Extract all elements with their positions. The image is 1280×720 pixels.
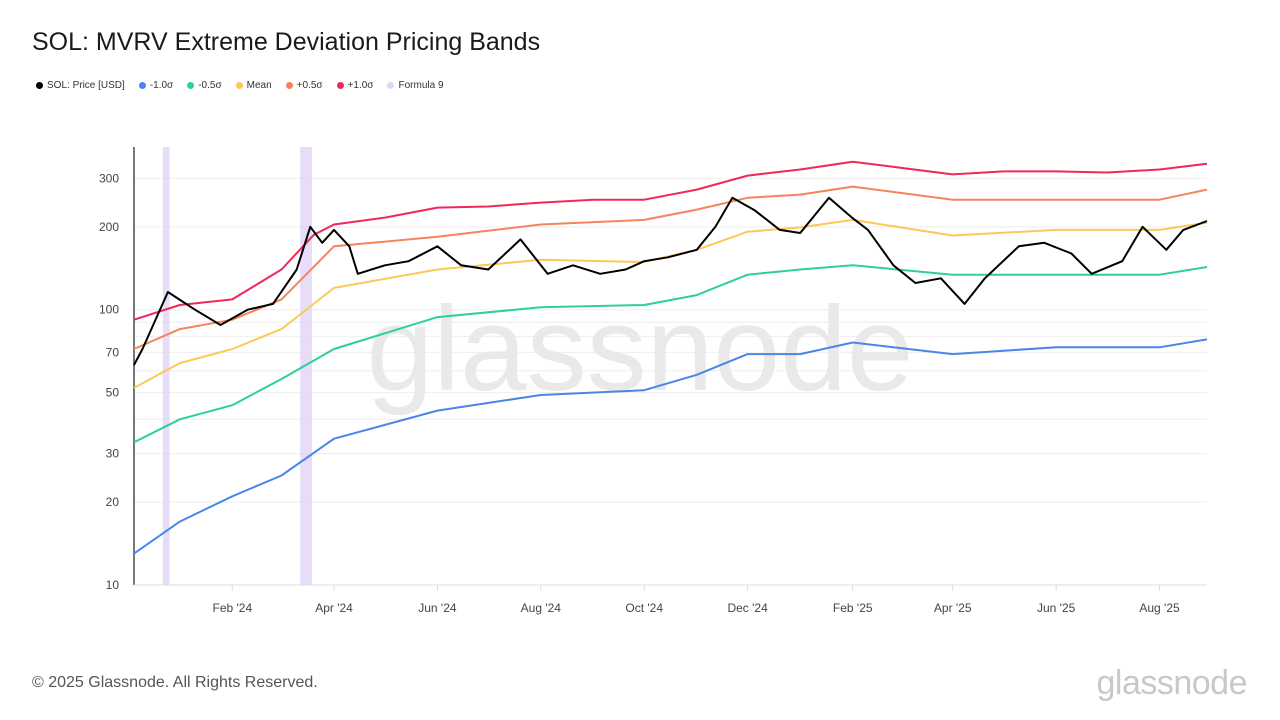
x-tick-label: Apr '24 (315, 601, 353, 615)
x-tick-label: Feb '24 (212, 601, 252, 615)
legend-dot-icon (138, 82, 146, 89)
y-tick-label: 20 (106, 495, 120, 509)
chart-title: SOL: MVRV Extreme Deviation Pricing Band… (32, 28, 541, 56)
legend-item[interactable]: -0.5σ (187, 80, 222, 91)
legend-dot-icon (36, 82, 43, 89)
series-line-+1.0 (133, 160, 1208, 321)
watermark: glassnode (366, 282, 913, 416)
x-tick-label: Aug '25 (1139, 601, 1180, 615)
legend-dot-icon (285, 82, 293, 89)
legend-label: Formula 9 (398, 80, 444, 91)
legend-item[interactable]: -1.0σ (138, 80, 174, 91)
series-line--1.0 (133, 338, 1208, 555)
legend-item[interactable]: +0.5σ (285, 80, 323, 91)
legend-label: SOL: Price [USD] (47, 80, 125, 91)
legend-item[interactable]: Mean (235, 80, 272, 91)
brand-logo: glassnode (1096, 664, 1247, 702)
legend-dot-icon (387, 82, 395, 89)
legend-label: Mean (246, 80, 272, 91)
y-tick-label: 100 (99, 303, 119, 317)
series-line-solpriceusd (133, 196, 1208, 366)
legend-label: +0.5σ (296, 80, 323, 91)
y-tick-label: 70 (106, 345, 120, 359)
x-tick-label: Dec '24 (727, 601, 768, 615)
legend-label: +1.0σ (347, 80, 374, 91)
y-tick-label: 10 (106, 578, 120, 592)
x-tick-label: Apr '25 (934, 601, 972, 615)
y-tick-label: 30 (106, 447, 120, 461)
x-tick-label: Jun '24 (418, 601, 457, 615)
x-tick-label: Aug '24 (521, 601, 562, 615)
y-tick-label: 50 (106, 386, 120, 400)
legend-item[interactable]: +1.0σ (336, 80, 374, 91)
legend-label: -1.0σ (149, 80, 174, 91)
y-tick-label: 200 (99, 220, 119, 234)
copyright: © 2025 Glassnode. All Rights Reserved. (32, 674, 318, 691)
legend-dot-icon (336, 82, 344, 89)
legend-dot-icon (235, 82, 243, 89)
legend-item[interactable]: SOL: Price [USD] (36, 80, 125, 91)
y-tick-label: 300 (99, 171, 119, 185)
formula-9-band (162, 147, 170, 585)
legend: SOL: Price [USD] -1.0σ -0.5σ Mean +0.5σ +1.0σ… (36, 80, 444, 91)
series-line-+0.5 (133, 185, 1208, 350)
series-line--0.5 (133, 264, 1208, 444)
x-tick-label: Jun '25 (1037, 601, 1076, 615)
legend-item[interactable]: Formula 9 (387, 80, 444, 91)
legend-dot-icon (187, 82, 195, 89)
x-tick-label: Oct '24 (625, 601, 663, 615)
x-tick-label: Feb '25 (833, 601, 873, 615)
legend-label: -0.5σ (198, 80, 222, 91)
